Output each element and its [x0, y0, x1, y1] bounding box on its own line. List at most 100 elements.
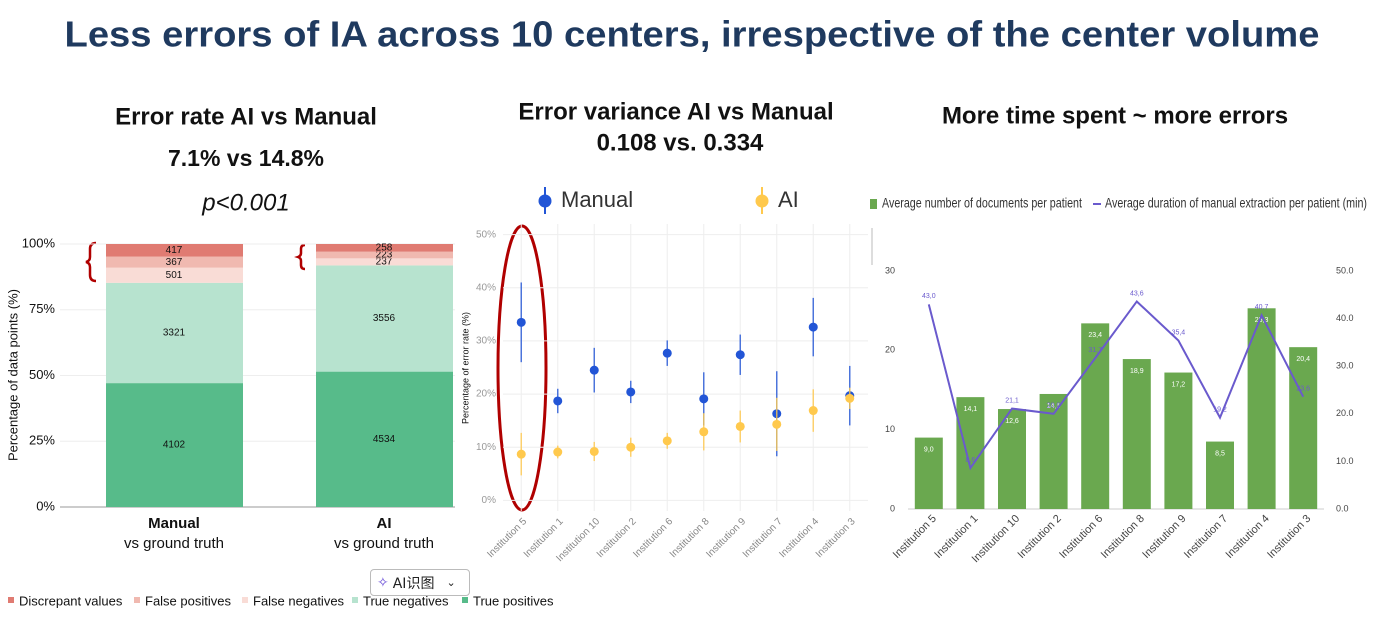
bracket — [85, 241, 97, 283]
legend-swatch — [8, 597, 14, 603]
point — [553, 396, 563, 406]
chart-subtitle: 7.1% vs 14.8% — [168, 145, 324, 171]
point — [845, 393, 855, 403]
value-label: 4534 — [373, 434, 396, 445]
bracket — [294, 243, 306, 271]
y2-tick-label: 40.0 — [1336, 313, 1354, 323]
slide-title: Less errors of IA across 10 centers, irr… — [65, 14, 1320, 55]
value-label: 367 — [166, 257, 183, 268]
x-tick-label: Institution 3 — [1265, 513, 1313, 561]
x-tick-label: Institution 5 — [891, 513, 939, 561]
y2-tick-label: 10.0 — [1336, 456, 1354, 466]
legend-swatch — [462, 597, 468, 603]
value-label: 4102 — [163, 440, 186, 451]
value-label: 31,7 — [1088, 347, 1102, 354]
bar-segment — [106, 267, 243, 283]
bar-segment — [316, 244, 453, 252]
point — [516, 317, 526, 327]
bar — [914, 437, 943, 509]
value-label: 12,6 — [1005, 418, 1019, 425]
y2-tick-label: 20.0 — [1336, 408, 1354, 418]
legend-swatch — [352, 597, 358, 603]
bar — [1206, 441, 1234, 509]
y2-tick-label: 0.0 — [1336, 503, 1349, 513]
line — [927, 299, 1305, 471]
y-tick-label: 10% — [476, 442, 496, 453]
value-label: 23,6 — [1296, 386, 1310, 393]
y-axis-label: Percentage of data points (%) — [5, 289, 20, 461]
point — [589, 446, 599, 456]
ai-button[interactable]: ✧ AI识图 ⌄ — [370, 569, 470, 596]
legend-label: AI — [778, 187, 799, 212]
chart-title: Error variance AI vs Manual — [518, 98, 833, 125]
y-tick-label: 20 — [885, 345, 895, 355]
value-label: 43,0 — [922, 293, 936, 300]
value-label: 14,5 — [1047, 403, 1061, 410]
bar-segment — [316, 258, 453, 266]
y2-tick-label: 50.0 — [1336, 265, 1354, 275]
point — [626, 442, 636, 452]
value-label: 258 — [376, 242, 393, 253]
value-label: 25,3 — [1255, 317, 1269, 324]
y-tick-label: 75% — [29, 301, 55, 316]
y-tick-label: 50% — [29, 367, 55, 382]
value-label: 40,7 — [1255, 304, 1269, 311]
x-tick-label: Institution 2 — [1016, 513, 1064, 561]
chart-title: More time spent ~ more errors — [942, 102, 1288, 129]
point — [808, 322, 818, 332]
chevron: ⌄ — [446, 576, 456, 589]
value-label: 20,4 — [1296, 356, 1310, 363]
chart-title: Error rate AI vs Manual — [115, 103, 377, 130]
value-label: 3556 — [373, 313, 396, 324]
x-tick-label: Institution 8 — [1099, 513, 1147, 561]
value-label: 417 — [166, 245, 183, 256]
value-label: 35,4 — [1172, 329, 1186, 336]
y-tick-label: 0% — [482, 495, 497, 506]
bar-segment — [316, 371, 453, 507]
legend-swatch — [870, 199, 877, 209]
legend-label: Average duration of manual extraction pe… — [1105, 195, 1367, 211]
y-tick-label: 20% — [476, 389, 496, 400]
bar — [1164, 372, 1193, 509]
annotation: p<0.001 — [201, 189, 289, 216]
bar-segment — [106, 244, 243, 257]
value-label: 23,4 — [1088, 332, 1102, 339]
y-tick-label: 10 — [885, 424, 895, 434]
legend-swatch — [134, 597, 140, 603]
legend-label: True negatives — [363, 593, 449, 608]
y-axis-label: Percentage of error rate (%) — [460, 312, 470, 424]
legend-marker — [538, 194, 552, 208]
bar — [1122, 359, 1151, 509]
value-label: 14,1 — [964, 406, 978, 413]
y-tick-label: 30% — [476, 336, 496, 347]
bar — [1289, 347, 1318, 509]
value-label: 8,6 — [966, 457, 976, 464]
bar-segment — [316, 251, 453, 259]
bar — [1081, 323, 1110, 509]
value-label: 223 — [376, 250, 393, 261]
value-label: 19,2 — [1213, 406, 1227, 413]
bar-segment — [106, 282, 243, 384]
legend-label: False positives — [145, 593, 231, 608]
button-label: AI识图 — [392, 575, 435, 592]
bar — [998, 409, 1026, 509]
legend-label: Average number of documents per patient — [882, 195, 1082, 211]
bar — [1247, 308, 1276, 509]
value-label: 17,2 — [1172, 381, 1186, 388]
legend-label: False negatives — [253, 593, 345, 608]
legend-swatch — [242, 597, 248, 603]
x-tick-sublabel: vs ground truth — [334, 535, 434, 552]
bar — [1039, 393, 1068, 509]
legend-label: Manual — [561, 187, 633, 212]
bar-segment — [316, 265, 453, 372]
point — [735, 421, 745, 431]
y-tick-label: 40% — [476, 282, 496, 293]
x-tick-label: Institution 4 — [1224, 513, 1272, 561]
x-tick-label: Manual — [148, 515, 200, 532]
value-label: 18,9 — [1130, 368, 1144, 375]
y-tick-label: 0 — [890, 503, 895, 513]
point — [553, 447, 563, 457]
value-label: 8,5 — [1215, 450, 1225, 457]
